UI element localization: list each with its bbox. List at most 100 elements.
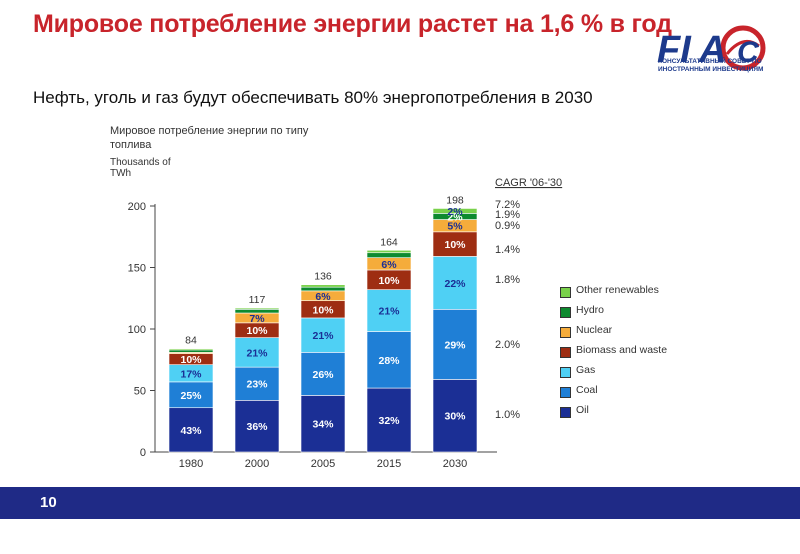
fiac-logo-icon: FI A C (657, 25, 766, 71)
legend-label: Oil (576, 404, 589, 416)
bar-segment-biomass (432, 231, 478, 257)
data-label: 5% (447, 221, 463, 233)
legend-label: Other renewables (576, 284, 659, 296)
data-label: 32% (378, 415, 400, 427)
total-label: 136 (314, 271, 332, 283)
svg-text:A: A (698, 29, 726, 71)
data-label: 10% (444, 239, 466, 251)
bar-segment-gas (300, 317, 346, 353)
bar-segment-gas (366, 289, 412, 332)
legend-item-nuclear: Nuclear (560, 325, 680, 338)
bar-segment-oil (300, 395, 346, 453)
bar-segment-oil (366, 387, 412, 453)
data-label: 43% (180, 425, 202, 437)
x-tick-label: 2015 (377, 458, 401, 470)
cagr-header: CAGR '06-'30 (495, 177, 562, 189)
legend-swatch (560, 307, 571, 318)
bar-segment-other (168, 348, 214, 351)
bar-segment-coal (366, 331, 412, 389)
bar-segment-coal (234, 366, 280, 401)
data-label: 21% (378, 306, 400, 318)
bar-segment-hydro (234, 309, 280, 314)
data-label: 21% (312, 330, 334, 342)
bar-segment-coal (300, 352, 346, 396)
cagr-value-nuclear: 0.9% (495, 220, 520, 232)
bar-segment-oil (234, 400, 280, 453)
data-label: 30% (444, 411, 466, 423)
y-tick-label: 0 (140, 447, 146, 459)
total-label: 164 (380, 236, 398, 248)
data-label: 17% (180, 368, 202, 380)
bar-segment-coal (168, 381, 214, 409)
legend-item-other: Other renewables (560, 285, 680, 298)
data-label: 10% (378, 275, 400, 287)
bar-segment-coal (432, 309, 478, 380)
legend-swatch (560, 387, 571, 398)
data-label: 29% (444, 339, 466, 351)
x-tick-label: 1980 (179, 458, 203, 470)
y-tick-label: 50 (134, 386, 146, 398)
data-label: 10% (246, 325, 268, 337)
data-label: 10% (312, 304, 334, 316)
legend-item-coal: Coal (560, 385, 680, 398)
legend-swatch (560, 347, 571, 358)
y-tick-label: 100 (128, 324, 146, 336)
cagr-value-gas: 1.8% (495, 274, 520, 286)
data-label: 2% (447, 206, 463, 218)
legend-swatch (560, 287, 571, 298)
page-number: 10 (40, 494, 57, 511)
svg-text:FI: FI (657, 29, 692, 71)
data-label: 2% (447, 211, 463, 223)
y-tick-label: 200 (128, 201, 146, 213)
data-label: 7% (249, 313, 265, 325)
bar-segment-other (300, 284, 346, 288)
page-title: Мировое потребление энергии растет на 1,… (33, 10, 672, 38)
bar-segment-other (432, 208, 478, 214)
bar-segment-oil (168, 407, 214, 453)
legend-swatch (560, 367, 571, 378)
bar-segment-oil (432, 379, 478, 453)
legend-label: Coal (576, 384, 598, 396)
data-label: 25% (180, 390, 202, 402)
stacked-bar-chart: 0 50 100 150 200 43% 25% 17% 10% 84 1980 36% 23% 21% 1… (128, 177, 563, 470)
x-tick-label: 2030 (443, 458, 467, 470)
legend-item-gas: Gas (560, 365, 680, 378)
x-tick-label: 2005 (311, 458, 335, 470)
legend-item-oil: Oil (560, 405, 680, 418)
bar-segment-gas (432, 256, 478, 310)
legend-label: Nuclear (576, 324, 613, 336)
data-label: 22% (444, 278, 466, 290)
footer-bar: 10 (0, 487, 800, 519)
y-tick-label: 150 (128, 263, 146, 275)
data-label: 36% (246, 421, 268, 433)
legend: Other renewables Hydro Nuclear Biomass and … (560, 285, 680, 425)
y-axis-label: Thousands of TWh (110, 157, 171, 179)
bar-segment-other (234, 307, 280, 310)
bar-segment-gas (234, 337, 280, 368)
svg-text:C: C (737, 36, 760, 69)
bar-segment-hydro (300, 286, 346, 292)
cagr-value-biomass: 1.4% (495, 244, 520, 256)
data-label: 21% (246, 347, 268, 359)
legend-label: Hydro (576, 304, 605, 316)
legend-swatch (560, 407, 571, 418)
cagr-value-coal: 2.0% (495, 339, 520, 351)
total-label: 117 (249, 294, 266, 306)
data-label: 6% (381, 259, 397, 271)
legend-label: Biomass and waste (576, 344, 668, 356)
data-label: 26% (312, 369, 334, 381)
total-label: 198 (446, 194, 464, 206)
total-label: 84 (185, 335, 197, 347)
data-label: 34% (312, 419, 334, 431)
x-tick-label: 2000 (245, 458, 269, 470)
legend-swatch (560, 327, 571, 338)
legend-item-hydro: Hydro (560, 305, 680, 318)
bar-segment-other (366, 249, 412, 254)
data-label: 6% (315, 291, 331, 303)
page-subtitle: Нефть, уголь и газ будут обеспечивать 80… (33, 88, 593, 107)
logo-caption: КОНСУЛЬТАТИВНЫЙ СОВЕТ ПО ИНОСТРАННЫМ ИНВ… (658, 58, 764, 73)
data-label: 28% (378, 355, 400, 367)
legend-item-biomass: Biomass and waste (560, 345, 680, 358)
chart-title: Мировое потребление энергии по типу топл… (110, 125, 309, 151)
data-label: 23% (246, 379, 268, 391)
